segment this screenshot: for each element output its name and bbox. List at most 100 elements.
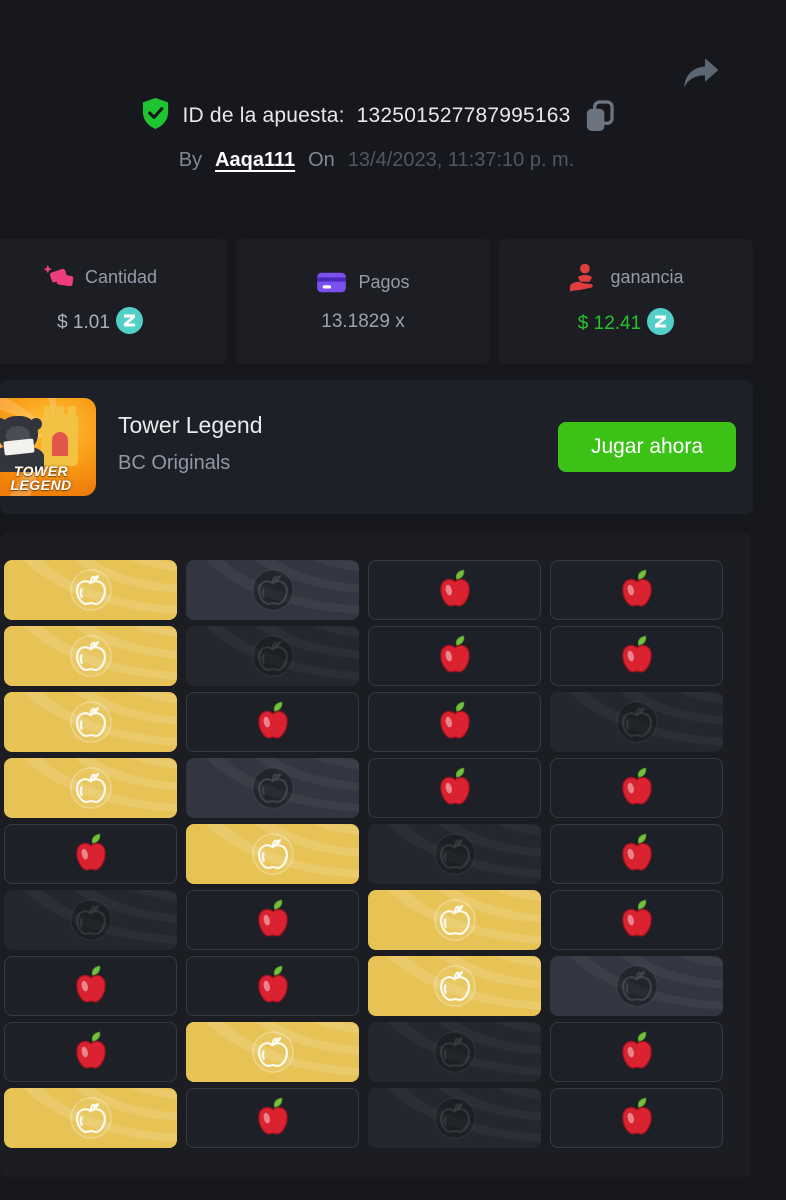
grid-tile-red [550,824,723,884]
red-apple-icon [75,1031,106,1069]
stat-value: $ 1.01 [57,312,110,333]
grid-tile-red [550,560,723,620]
red-apple-icon [621,767,652,805]
red-apple-icon [75,965,106,1003]
grid-tile-bomb [550,692,723,752]
cash-icon [43,264,74,291]
game-provider: BC Originals [118,452,231,474]
grid-tile-bomb [368,1088,541,1148]
zil-coin-icon [647,307,675,341]
on-label: On [308,149,335,171]
copy-icon [586,99,614,131]
grid-tile-red [550,890,723,950]
grid-tile-red [550,758,723,818]
stat-card-header: Cantidad [43,264,157,291]
username-link[interactable]: Aaqa111 [215,149,296,171]
bet-id-label: ID de la apuesta: [182,104,345,127]
red-apple-icon [257,965,288,1003]
stat-value: $ 12.41 [577,313,642,334]
stat-value-row: $ 12.41 [577,307,675,341]
grid-tile-red [186,890,359,950]
game-thumbnail[interactable]: TOWER LEGEND [0,398,96,496]
grid-tile-gold [368,956,541,1016]
tower-grid [0,533,751,1148]
play-now-button[interactable]: Jugar ahora [558,422,736,472]
stat-card: ganancia $ 12.41 [499,239,753,364]
stat-value-row: $ 1.01 [57,306,143,340]
grid-tile-red [550,626,723,686]
grid-tile-red [186,692,359,752]
hand-person-icon [568,263,599,292]
stat-card-header: ganancia [568,263,684,292]
grid-tile-gold [186,824,359,884]
bet-datetime: 13/4/2023, 11:37:10 p. m. [347,149,575,171]
grid-tile-gold [4,1088,177,1148]
red-apple-icon [439,569,470,607]
grid-tile-bomb [4,890,177,950]
grid-tile-gold [4,626,177,686]
grid-tile-bomb-light [550,956,723,1016]
game-result-panel [0,533,751,1177]
bet-header: ID de la apuesta: 132501527787995163 By … [0,98,753,172]
copy-button[interactable] [585,99,614,133]
stat-card-header: Pagos [316,270,410,295]
grid-tile-bomb [368,824,541,884]
grid-tile-gold [4,560,177,620]
grid-tile-red [368,758,541,818]
gorilla-graphic [0,416,44,472]
grid-tile-red [4,1022,177,1082]
red-apple-icon [257,701,288,739]
stats-row: Cantidad $ 1.01 Pagos 13.1829 x ganancia [0,239,753,364]
grid-tile-bomb [186,626,359,686]
grid-tile-gold [186,1022,359,1082]
red-apple-icon [439,701,470,739]
stat-label: Cantidad [84,266,158,287]
stat-label: Pagos [358,272,410,292]
game-title: Tower Legend [118,412,263,438]
share-icon [682,56,722,97]
by-label: By [178,149,203,171]
stat-label: ganancia [610,266,684,287]
red-apple-icon [621,1097,652,1135]
grid-tile-bomb-light [186,560,359,620]
stat-value: 13.1829 x [321,311,405,332]
game-banner: TOWER LEGEND Tower Legend BC Originals J… [0,380,753,514]
red-apple-icon [75,833,106,871]
verified-shield-icon [140,97,171,135]
byline: By Aaqa111 On 13/4/2023, 11:37:10 p. m. [0,149,753,172]
grid-tile-red [4,956,177,1016]
grid-tile-red [186,956,359,1016]
thumbnail-title: TOWER LEGEND [10,463,72,493]
zil-coin-icon [115,306,143,340]
grid-tile-red [550,1022,723,1082]
red-apple-icon [621,635,652,673]
red-apple-icon [621,1031,652,1069]
grid-tile-red [368,692,541,752]
red-apple-icon [621,833,652,871]
grid-tile-bomb [368,1022,541,1082]
tower-graphic [42,406,78,466]
bet-id-value: 132501527787995163 [356,104,571,127]
grid-tile-red [368,626,541,686]
grid-tile-gold [368,890,541,950]
grid-tile-red [368,560,541,620]
red-apple-icon [439,767,470,805]
stat-value-row: 13.1829 x [321,311,404,333]
red-apple-icon [621,569,652,607]
red-apple-icon [621,899,652,937]
grid-tile-gold [4,692,177,752]
grid-tile-bomb-light [186,758,359,818]
grid-tile-red [186,1088,359,1148]
grid-tile-red [550,1088,723,1148]
red-apple-icon [257,1097,288,1135]
red-apple-icon [439,635,470,673]
stat-card: Cantidad $ 1.01 [0,239,227,364]
share-button[interactable] [680,54,724,98]
bet-id-row: ID de la apuesta: 132501527787995163 [0,98,753,134]
red-apple-icon [257,899,288,937]
stat-card: Pagos 13.1829 x [236,239,490,364]
grid-tile-gold [4,758,177,818]
credit-card-icon [316,270,347,295]
grid-tile-red [4,824,177,884]
